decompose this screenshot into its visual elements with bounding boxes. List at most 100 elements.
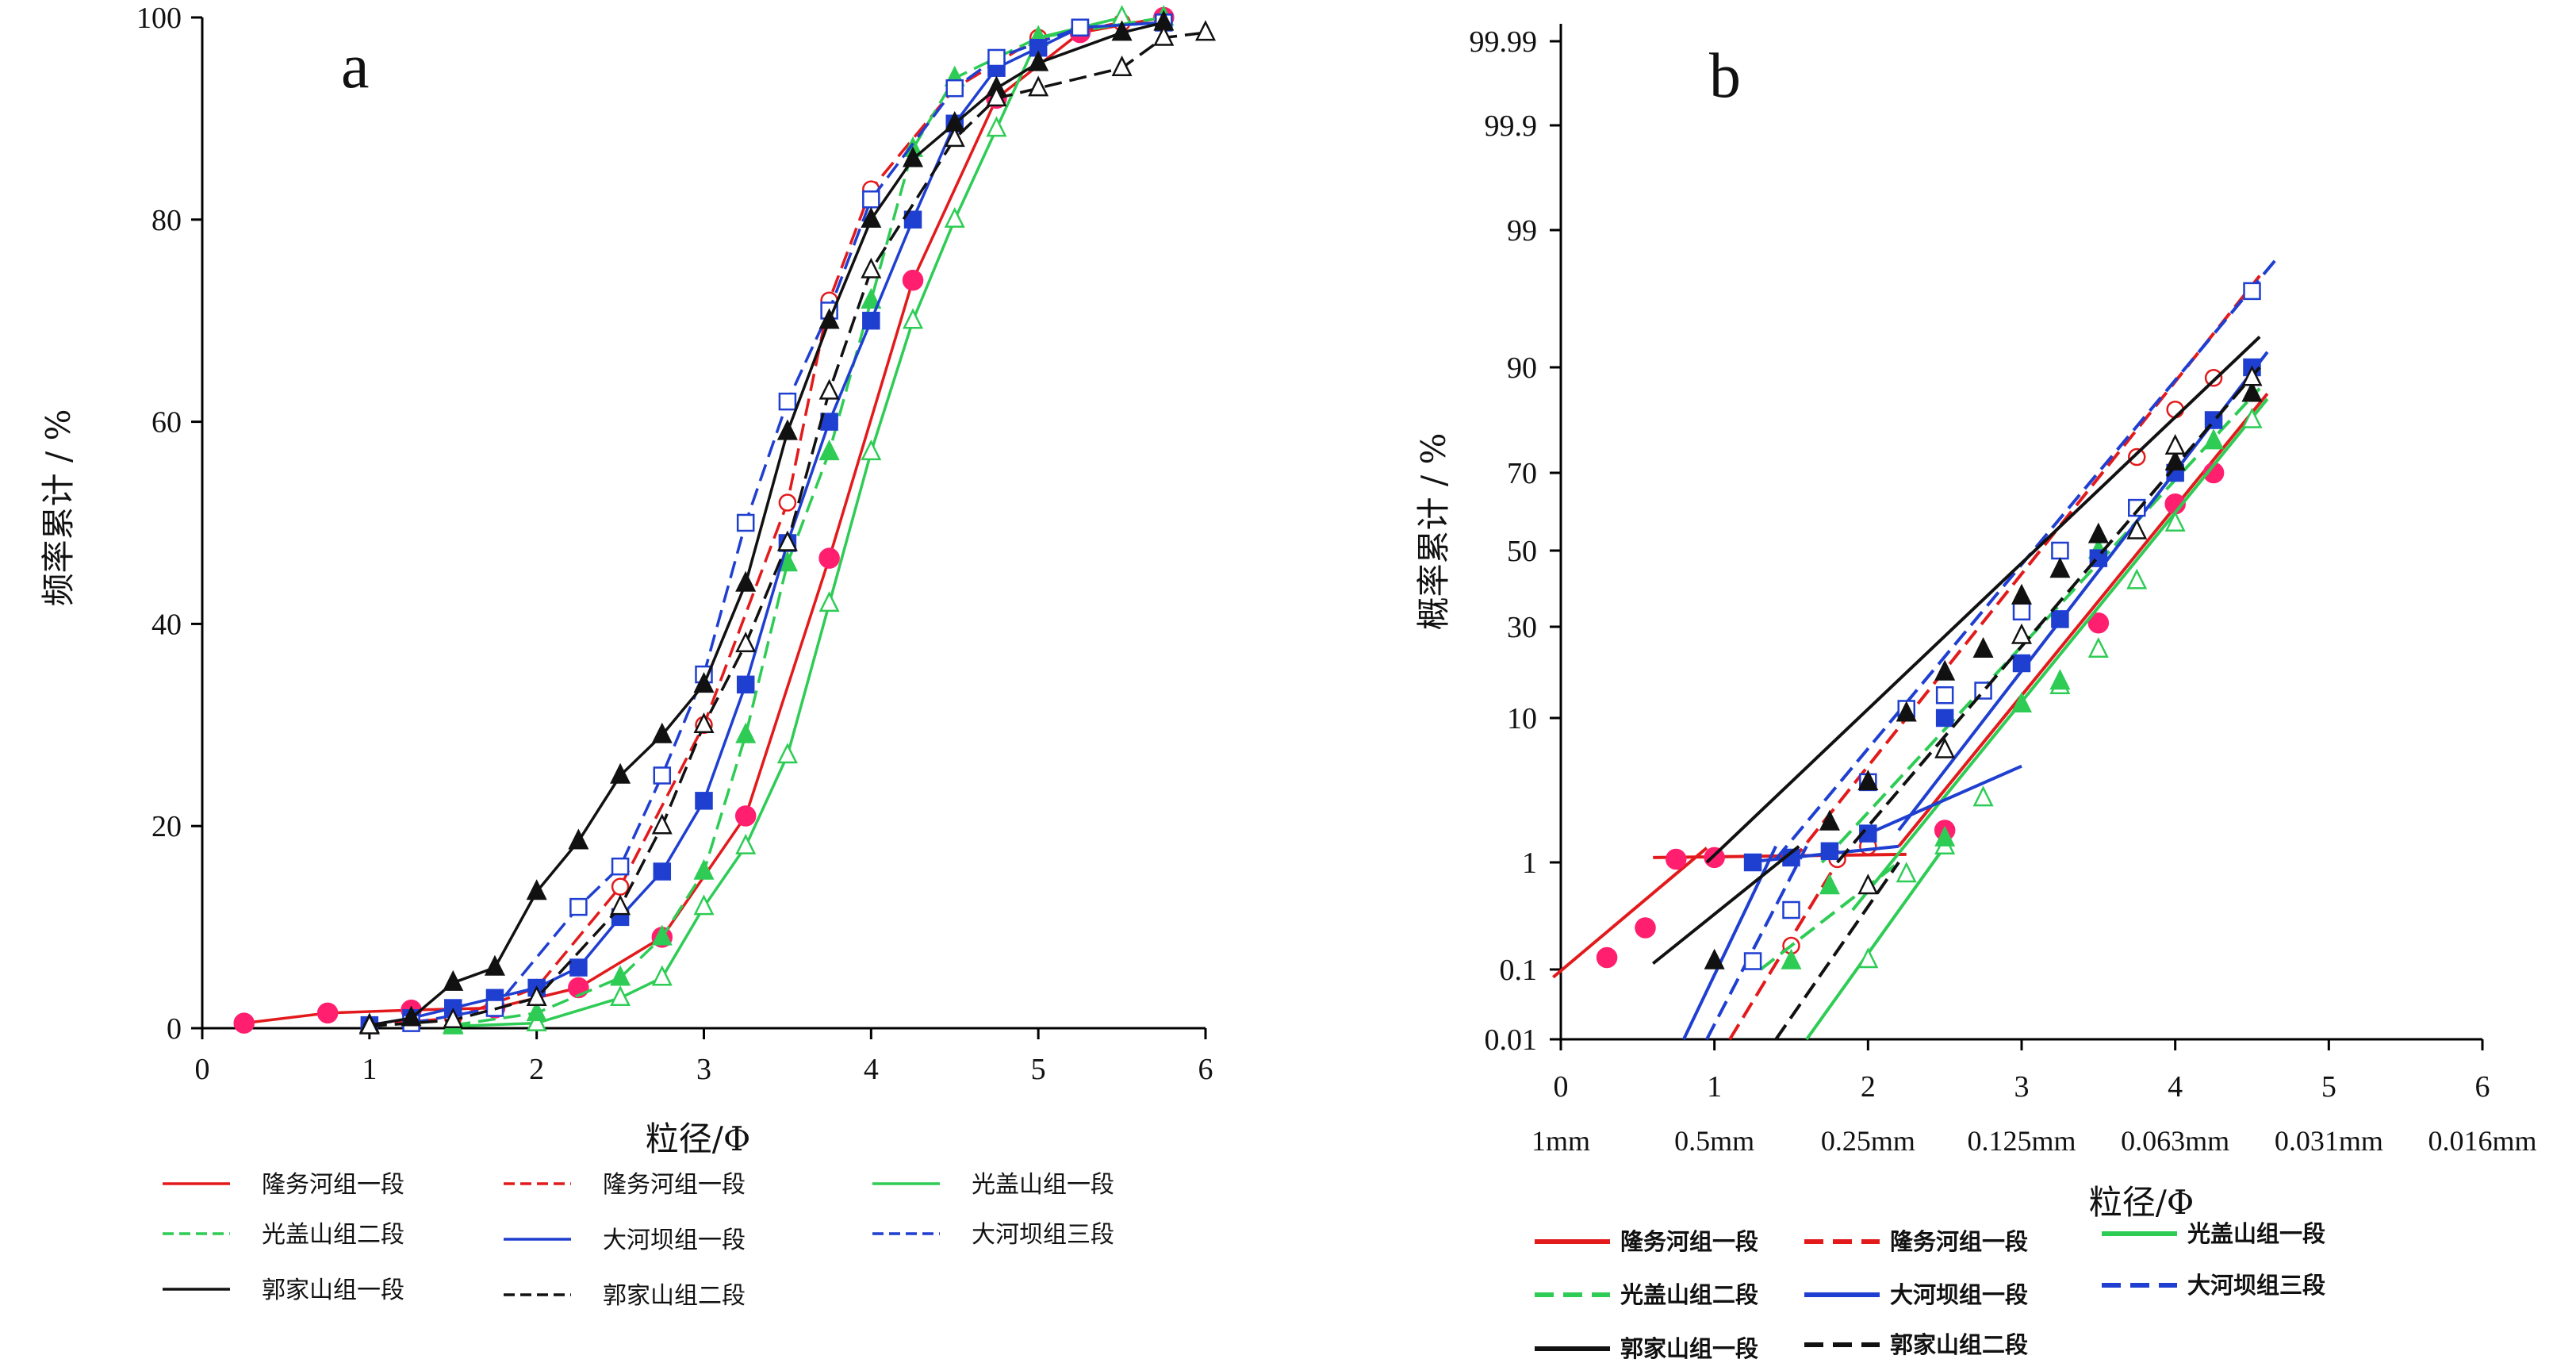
data-point (1934, 659, 1956, 681)
legend-label: 郭家山组二段 (603, 1282, 746, 1310)
legend-item: 隆务河组一段 (1535, 1228, 1758, 1255)
legend-item: 郭家山组一段 (163, 1277, 404, 1304)
legend-item: 光盖山组二段 (163, 1221, 404, 1249)
data-point (944, 126, 965, 148)
y-tick-label: 10 (1507, 702, 1537, 735)
series-segment (1759, 861, 1900, 971)
data-point (610, 985, 631, 1007)
data-point (1153, 25, 1175, 46)
legend-item: 光盖山组一段 (2102, 1220, 2325, 1247)
data-point (736, 513, 755, 532)
mm-label: 0.5mm (1674, 1125, 1754, 1157)
legend-item: 大河坝组一段 (504, 1227, 746, 1254)
data-point (651, 924, 673, 946)
data-point (944, 207, 965, 228)
mm-label: 0.016mm (2428, 1125, 2536, 1157)
data-point (987, 48, 1006, 67)
series-5 (360, 13, 1173, 1035)
legend-label: 大河坝组一段 (603, 1227, 746, 1254)
data-point (1194, 20, 1217, 41)
data-point (1111, 20, 1133, 41)
data-point (778, 392, 797, 411)
data-point (526, 985, 547, 1007)
series-4 (1759, 381, 2263, 971)
panel-b-xlabel: 粒径/Φ (2089, 1183, 2195, 1222)
series-line (369, 21, 1164, 1027)
legend-item: 隆务河组一段 (1804, 1228, 2028, 1255)
series-segment (1875, 764, 2022, 832)
data-point (903, 308, 924, 329)
data-point (818, 440, 840, 461)
data-point (776, 743, 798, 764)
data-point (651, 813, 673, 835)
data-point (1071, 18, 1090, 36)
data-point (526, 1010, 547, 1031)
data-point (484, 954, 505, 976)
series-segment (1552, 847, 1708, 979)
series-segment (1805, 845, 1946, 1041)
series-segment (1789, 275, 2261, 864)
data-point (2126, 568, 2148, 589)
data-point (2012, 602, 2031, 621)
data-point (2164, 449, 2186, 470)
data-point (569, 897, 588, 916)
legend-item: 郭家山组一段 (1535, 1335, 1758, 1362)
x-tick-label: 2 (1861, 1070, 1876, 1104)
data-point (862, 190, 880, 209)
legend-label: 大河坝组三段 (972, 1221, 1114, 1249)
data-point (653, 862, 672, 881)
data-point (1972, 636, 1994, 658)
data-point (736, 675, 755, 694)
series-line (453, 16, 1164, 1027)
y-tick-label: 0.01 (1485, 1023, 1538, 1057)
x-tick-label: 3 (696, 1053, 711, 1086)
series-6 (1705, 259, 2277, 1040)
y-tick-label: 30 (1507, 611, 1537, 644)
data-point (2128, 447, 2146, 466)
data-point (653, 766, 672, 785)
legend-item: 大河坝组一段 (1804, 1281, 2028, 1308)
legend-label: 光盖山组一段 (972, 1171, 1114, 1199)
data-point (778, 493, 797, 512)
series-8 (1774, 365, 2263, 1041)
data-point (1111, 55, 1133, 76)
series-line (453, 16, 1123, 1028)
data-point (610, 894, 631, 916)
data-point (2051, 610, 2069, 628)
data-point (818, 308, 840, 329)
legend-label: 郭家山组一段 (1620, 1335, 1758, 1362)
data-point (526, 879, 547, 900)
data-point (610, 965, 631, 986)
data-point (861, 440, 882, 461)
legend-item: 隆务河组一段 (163, 1171, 404, 1199)
series-7 (358, 10, 1175, 1034)
series-2 (1728, 275, 2261, 1041)
data-point (861, 287, 882, 309)
data-point (2051, 541, 2069, 560)
series-line (369, 21, 1164, 1027)
data-point (903, 146, 924, 167)
data-point (902, 269, 924, 291)
data-point (2011, 691, 2033, 712)
data-point (2164, 433, 2186, 455)
data-point (1935, 686, 1954, 705)
data-point (735, 632, 757, 653)
panel-b-ylabel: 概率累计 / % (1414, 433, 1453, 631)
mm-label: 0.031mm (2275, 1125, 2383, 1157)
y-tick-label: 99.99 (1470, 25, 1538, 59)
series-segment (1820, 387, 2261, 864)
y-tick-label: 1 (1522, 847, 1537, 880)
data-point (986, 86, 1007, 107)
mm-label: 1mm (1531, 1125, 1590, 1157)
x-tick-label: 5 (1031, 1053, 1046, 1086)
data-point (1704, 847, 1725, 869)
data-point (1596, 946, 1618, 969)
data-point (2204, 369, 2223, 387)
y-tick-label: 99 (1507, 214, 1537, 248)
data-point (1972, 785, 1994, 807)
y-tick-label: 50 (1507, 535, 1537, 568)
data-point (401, 1005, 422, 1027)
data-point (1635, 917, 1656, 939)
data-point (2203, 428, 2225, 450)
